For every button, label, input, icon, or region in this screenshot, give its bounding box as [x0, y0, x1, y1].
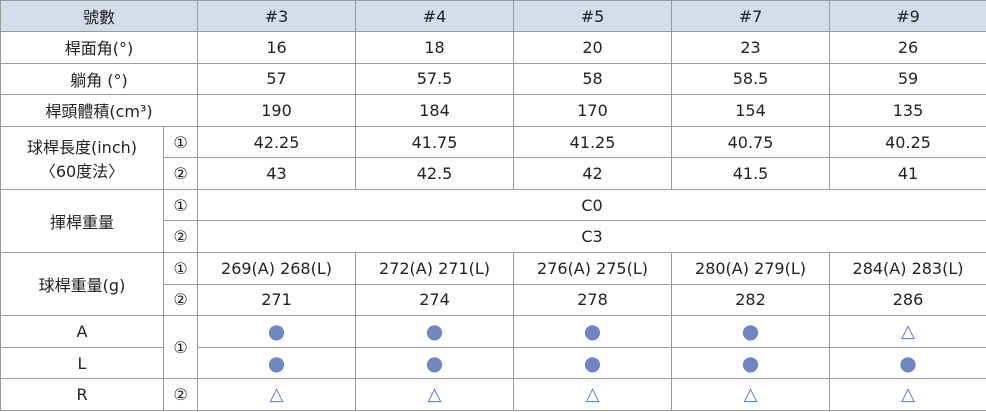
value-cell: △ — [829, 315, 986, 348]
sub-marker: ① — [162, 188, 199, 222]
value-cell: △ — [513, 378, 673, 411]
value-cell: 20 — [513, 31, 673, 64]
header-label: 號數 — [0, 0, 199, 32]
value-cell: 274 — [355, 283, 515, 317]
table-row: 揮桿重量 ① C0 — [0, 188, 986, 254]
value-cell: 59 — [829, 62, 986, 96]
header-cell: #9 — [829, 0, 986, 32]
sub-marker: ① — [162, 125, 199, 159]
row-label: 桿面角(°) — [0, 31, 199, 64]
value-cell: 286 — [829, 283, 986, 317]
table-row: 球桿長度(inch) 〈60度法〉 ① 42.25 41.75 41.25 40.75 40.… — [0, 125, 986, 190]
value-cell: ● — [355, 315, 515, 348]
sub-marker: ① — [162, 252, 199, 285]
sub-marker: ② — [162, 378, 199, 411]
table-row: ② 271 274 278 282 286 — [1, 283, 986, 317]
value-cell: ● — [513, 315, 673, 348]
row-label: 球桿長度(inch) 〈60度法〉 — [0, 125, 164, 190]
value-cell: C0 — [197, 188, 986, 222]
value-cell: 276(A) 275(L) — [513, 252, 673, 285]
value-cell: ● — [355, 346, 515, 380]
table-row: R ② △ △ △ △ △ — [0, 378, 986, 411]
value-cell: ● — [671, 346, 831, 380]
value-cell: 184 — [355, 94, 515, 127]
row-label: 躺角 (°) — [0, 62, 199, 96]
value-cell: 43 — [197, 157, 357, 190]
row-label: L — [0, 346, 164, 380]
table-row: ② C3 — [1, 220, 986, 254]
sub-marker: ② — [162, 220, 199, 254]
value-cell: 42.5 — [355, 157, 515, 190]
value-cell: 16 — [197, 31, 357, 64]
value-cell: 269(A) 268(L) — [197, 252, 357, 285]
value-cell: 26 — [829, 31, 986, 64]
header-cell: #3 — [197, 0, 357, 32]
table-header: 號數 #3 #4 #5 #7 #9 — [0, 0, 986, 32]
value-cell: 154 — [671, 94, 831, 127]
value-cell: 170 — [513, 94, 673, 127]
value-cell: ● — [513, 346, 673, 380]
sub-marker: ① — [162, 315, 199, 380]
table-body: 桿面角(°) 16 18 20 23 26 躺角 (°) 57 57.5 58 58.5 59 桿頭體積… — [0, 31, 986, 411]
header-cell: #5 — [513, 0, 673, 32]
value-cell: ● — [829, 346, 986, 380]
value-cell: △ — [355, 378, 515, 411]
value-cell: 282 — [671, 283, 831, 317]
value-cell: 135 — [829, 94, 986, 127]
label-line: 球桿長度(inch) — [26, 137, 137, 157]
value-cell: 41.75 — [355, 125, 515, 159]
value-cell: 190 — [197, 94, 357, 127]
label-line: 〈60度法〉 — [39, 161, 125, 181]
value-cell: △ — [671, 378, 831, 411]
table-row: 球桿重量(g) ① 269(A) 268(L) 272(A) 271(L) 276(A)… — [0, 252, 986, 317]
row-label: 揮桿重量 — [0, 188, 164, 254]
value-cell: ● — [197, 315, 357, 348]
value-cell: 41.5 — [671, 157, 831, 190]
value-cell: △ — [829, 378, 986, 411]
value-cell: 23 — [671, 31, 831, 64]
table-row: 桿面角(°) 16 18 20 23 26 — [0, 31, 986, 64]
row-label: 桿頭體積(cm³) — [0, 94, 199, 127]
sub-marker: ② — [162, 283, 199, 317]
value-cell: 42.25 — [197, 125, 357, 159]
value-cell: 41.25 — [513, 125, 673, 159]
value-cell: ● — [671, 315, 831, 348]
table-row: 號數 #3 #4 #5 #7 #9 — [0, 0, 986, 32]
row-label: R — [0, 378, 164, 411]
row-label: 球桿重量(g) — [0, 252, 164, 317]
row-label: A — [0, 315, 164, 348]
value-cell: ● — [197, 346, 357, 380]
value-cell: 40.25 — [829, 125, 986, 159]
sub-marker: ② — [162, 157, 199, 190]
table-row: 躺角 (°) 57 57.5 58 58.5 59 — [0, 62, 986, 96]
table-row: A ① ● ● ● ● △ — [0, 315, 986, 380]
value-cell: 58 — [513, 62, 673, 96]
value-cell: 280(A) 279(L) — [671, 252, 831, 285]
header-cell: #7 — [671, 0, 831, 32]
value-cell: 272(A) 271(L) — [355, 252, 515, 285]
value-cell: 41 — [829, 157, 986, 190]
value-cell: △ — [197, 378, 357, 411]
value-cell: 57 — [197, 62, 357, 96]
value-cell: 42 — [513, 157, 673, 190]
value-cell: 40.75 — [671, 125, 831, 159]
table-row: ② 43 42.5 42 41.5 41 — [1, 157, 986, 190]
value-cell: 58.5 — [671, 62, 831, 96]
value-cell: 284(A) 283(L) — [829, 252, 986, 285]
table-row: L ● ● ● ● ● — [0, 346, 986, 380]
table-row: 桿頭體積(cm³) 190 184 170 154 135 — [0, 94, 986, 127]
value-cell: C3 — [197, 220, 986, 254]
value-cell: 271 — [197, 283, 357, 317]
value-cell: 57.5 — [355, 62, 515, 96]
value-cell: 18 — [355, 31, 515, 64]
header-cell: #4 — [355, 0, 515, 32]
value-cell: 278 — [513, 283, 673, 317]
